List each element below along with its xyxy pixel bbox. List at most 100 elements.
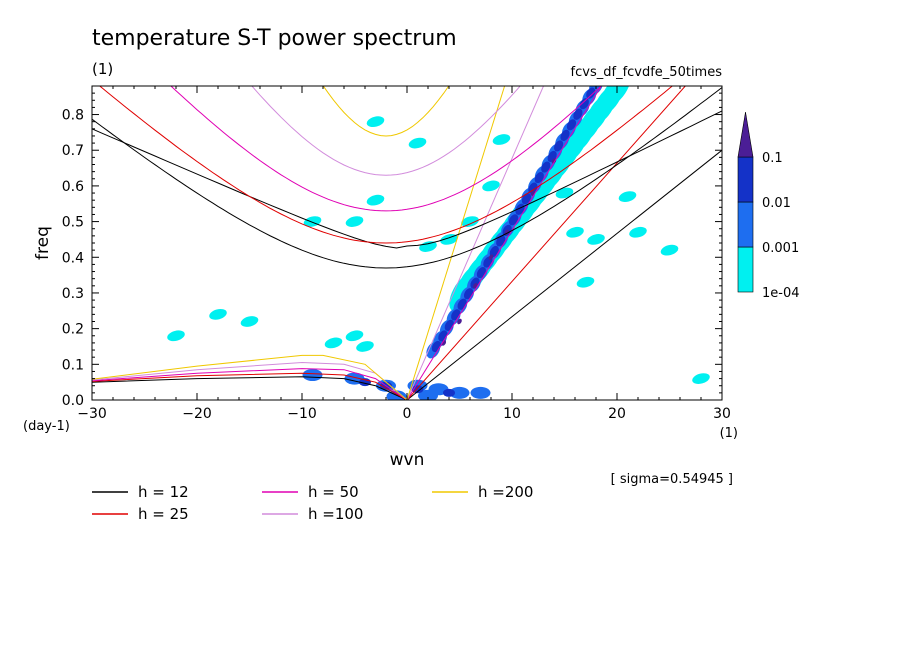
- kelvin-curve: [406, 86, 686, 400]
- y-tick-label: 0.2: [62, 322, 84, 338]
- inertia-gravity-curve: [322, 86, 450, 137]
- inertia-gravity-curve: [170, 86, 602, 212]
- chart-subtitle-right: fcvs_df_fcvdfe_50times: [571, 65, 723, 80]
- x-tick-label: −30: [77, 406, 107, 422]
- kelvin-curve: [406, 86, 602, 400]
- y-unit-label: (day-1): [23, 419, 70, 434]
- contour-patch: [209, 309, 227, 320]
- plot-frame: [91, 85, 723, 401]
- contour-patch: [366, 116, 385, 128]
- contour-patch: [345, 330, 364, 342]
- contour-patch: [660, 244, 679, 256]
- legend-label: h = 25: [138, 505, 189, 523]
- contour-patch: [551, 158, 557, 164]
- contour-patch: [449, 386, 470, 399]
- kelvin-curve: [406, 86, 506, 400]
- x-tick-label: 30: [713, 406, 731, 422]
- y-tick-label: 0.5: [62, 215, 84, 231]
- rossby-curve: [92, 368, 408, 400]
- kelvin-curve: [406, 149, 722, 400]
- sigma-note: [ sigma=0.54945 ]: [611, 472, 733, 487]
- contour-patch: [566, 119, 577, 131]
- contour-patch: [302, 369, 323, 382]
- x-axis: −30 −20 −10 0 10 20 30: [77, 86, 731, 422]
- chart-title: temperature S-T power spectrum: [92, 26, 457, 51]
- x-tick-label: 20: [608, 406, 626, 422]
- contour-patch: [356, 341, 374, 352]
- dispersion-curves: [92, 86, 722, 400]
- colorbar-label: 1e-04: [762, 286, 800, 301]
- contour-patch: [555, 187, 574, 199]
- contour-patch: [573, 108, 583, 120]
- y-tick-label: 0.3: [62, 286, 84, 302]
- colorbar-segment: [737, 111, 754, 158]
- contour-patch: [408, 137, 427, 149]
- mrg-curve: [92, 110, 722, 249]
- contour-patch: [489, 245, 499, 258]
- x-unit-label: (1): [720, 426, 738, 441]
- inertia-gravity-curve: [92, 87, 722, 269]
- contour-patch: [534, 172, 544, 184]
- contour-patch: [303, 216, 322, 227]
- contour-patch: [240, 316, 259, 327]
- y-tick-label: 0.7: [62, 143, 84, 159]
- y-tick-label: 0.6: [62, 179, 84, 195]
- contour-patch: [492, 134, 511, 145]
- contour-patch: [443, 388, 455, 397]
- x-tick-label: 0: [403, 406, 412, 422]
- contour-patch: [579, 98, 589, 110]
- legend-label: h = 12: [138, 483, 189, 501]
- contour-patch: [692, 373, 710, 384]
- contour-patch: [457, 318, 462, 325]
- y-axis: 0.0 0.1 0.2 0.3 0.4 0.5 0.6 0.7 0.8: [62, 92, 722, 409]
- x-tick-label: −10: [287, 406, 317, 422]
- colorbar-segment: [737, 156, 754, 203]
- contour-patch: [606, 86, 632, 105]
- inertia-gravity-curve: [251, 86, 521, 176]
- legend-label: h = 50: [308, 483, 359, 501]
- inertia-gravity-curve: [98, 86, 674, 244]
- contour-patch: [461, 216, 479, 227]
- contour-patch: [488, 254, 494, 261]
- contour-patch: [496, 235, 506, 247]
- rossby-curve: [92, 372, 408, 400]
- contour-patch: [324, 337, 343, 349]
- rossby-curve: [92, 376, 408, 400]
- y-tick-label: 0.8: [62, 108, 84, 124]
- contour-patch: [418, 389, 438, 400]
- contour-patch: [482, 180, 500, 192]
- y-axis-title: freq: [33, 226, 53, 260]
- x-tick-label: −20: [182, 406, 212, 422]
- y-tick-label: 0.0: [62, 393, 84, 409]
- colorbar-segment: [737, 246, 754, 293]
- x-tick-label: 10: [503, 406, 521, 422]
- contour-patch: [618, 191, 637, 202]
- y-tick-label: 0.1: [62, 357, 84, 373]
- spectrum-contours: [167, 86, 710, 400]
- contour-patch: [629, 226, 647, 238]
- colorbar: 0.1 0.01 0.001 1e-04: [737, 111, 800, 301]
- contour-patch: [470, 386, 491, 399]
- contour-patch: [566, 226, 584, 238]
- legend-label: h =100: [308, 505, 363, 523]
- contour-patch: [554, 140, 564, 152]
- y-tick-label: 0.4: [62, 250, 84, 266]
- contour-patch: [366, 194, 385, 206]
- chart-subtitle-left: (1): [92, 60, 113, 78]
- contour-patch: [419, 241, 437, 252]
- rossby-curve: [92, 354, 408, 400]
- colorbar-label: 0.1: [762, 151, 783, 166]
- contour-patch: [440, 234, 458, 245]
- kelvin-curve: [406, 86, 544, 400]
- contour-patch: [167, 330, 185, 342]
- x-axis-title: wvn: [390, 450, 425, 470]
- contour-patch: [586, 87, 596, 99]
- contour-patch: [508, 214, 519, 226]
- contour-patch: [587, 234, 605, 245]
- contour-patch: [576, 276, 595, 288]
- contour-patch: [560, 129, 570, 141]
- colorbar-label: 0.01: [762, 196, 791, 211]
- contour-patch: [345, 216, 364, 227]
- colorbar-label: 0.001: [762, 241, 799, 256]
